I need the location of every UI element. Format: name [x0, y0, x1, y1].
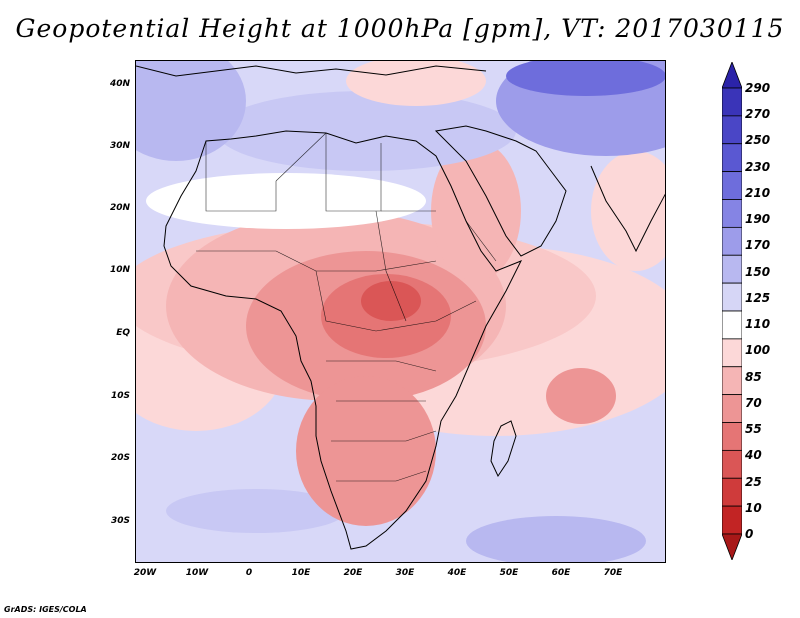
field-south-purple-1	[166, 489, 346, 533]
lat-tick-10n: 10N	[109, 265, 130, 275]
colorbar-label: 40	[745, 448, 762, 463]
field-south-purple-2	[466, 516, 646, 562]
field-asia-blue-2	[506, 61, 665, 96]
colorbar-box	[722, 394, 742, 423]
colorbar-box	[722, 449, 742, 479]
colorbar-label: 270	[745, 107, 771, 122]
lon-tick-50e: 50E	[499, 568, 519, 578]
colorbar-box	[722, 422, 742, 451]
lon-tick-30e: 30E	[395, 568, 415, 578]
colorbar-box	[722, 254, 742, 284]
colorbar-box	[722, 282, 742, 312]
colorbar-bottom-triangle	[722, 533, 742, 560]
lon-tick-10e: 10E	[291, 568, 311, 578]
colorbar-label: 230	[745, 159, 771, 174]
grads-credit: GrADS: IGES/COLA	[4, 605, 87, 614]
colorbar-label: 0	[745, 527, 754, 541]
colorbar-label: 55	[745, 422, 762, 437]
colorbar-label: 250	[745, 133, 771, 148]
africa-coastline	[163, 130, 523, 550]
field-west-blue	[136, 61, 246, 161]
colorbar-box	[722, 338, 742, 368]
colorbar-label: 190	[745, 212, 771, 227]
field-southern-africa	[296, 376, 436, 526]
colorbar-box	[722, 505, 742, 535]
colorbar-label: 170	[745, 238, 771, 253]
lat-tick-20n: 20N	[109, 203, 130, 213]
border-line-3	[325, 133, 382, 212]
colorbar-label: 125	[745, 290, 771, 305]
colorbar-box	[722, 171, 742, 200]
colorbar-label: 25	[745, 474, 762, 489]
lat-tick-10s: 10S	[110, 391, 130, 401]
border-line-6	[315, 270, 477, 332]
map-svg	[136, 61, 665, 562]
colorbar-box	[722, 310, 742, 340]
lat-tick-eq: EQ	[116, 328, 130, 338]
colorbar-box	[722, 366, 742, 396]
lon-tick-40e: 40E	[447, 568, 467, 578]
colorbar-box	[722, 87, 742, 117]
lat-tick-20s: 20S	[110, 453, 130, 463]
field-north-blue	[216, 91, 516, 171]
lon-tick-0: 0	[245, 568, 253, 578]
lon-tick-10w: 10W	[185, 568, 209, 578]
colorbar-box	[722, 226, 742, 256]
colorbar-box	[722, 143, 742, 173]
lon-tick-20e: 20E	[343, 568, 363, 578]
field-madagascar-low	[546, 368, 616, 424]
colorbar-box	[722, 115, 742, 145]
border-line-9	[331, 430, 437, 442]
lat-tick-40n: 40N	[109, 79, 130, 89]
map-panel	[135, 60, 666, 563]
colorbar	[722, 62, 742, 560]
coastlines	[136, 65, 665, 550]
colorbar-box	[722, 199, 742, 228]
border-line-1	[205, 141, 277, 212]
border-line-7	[326, 360, 437, 372]
colorbar-label: 85	[745, 369, 762, 384]
field-india-pink	[591, 151, 665, 271]
colorbar-label: 100	[745, 343, 771, 358]
madagascar-coastline	[490, 420, 517, 478]
field-core-dark	[361, 281, 421, 321]
lon-tick-20w: 20W	[133, 568, 157, 578]
arabia-coastline	[434, 125, 567, 257]
colorbar-label: 150	[745, 264, 771, 279]
field-sahara-white	[146, 173, 426, 229]
lon-tick-70e: 70E	[603, 568, 623, 578]
borders	[196, 132, 497, 482]
colorbar-label: 210	[745, 185, 771, 200]
field-europe-pink	[346, 61, 486, 106]
colorbar-label: 70	[745, 395, 762, 410]
colorbar-box	[722, 477, 742, 507]
colorbar-top-triangle	[722, 62, 742, 89]
map-title: Geopotential Height at 1000hPa [gpm], VT…	[15, 14, 785, 43]
lat-tick-30n: 30N	[109, 141, 130, 151]
border-line-12	[465, 220, 497, 262]
border-line-10	[336, 470, 427, 482]
europe-coastline	[136, 65, 487, 77]
field-arabia-pink	[431, 141, 521, 281]
border-line-2	[275, 132, 327, 182]
border-line-11	[375, 210, 407, 322]
colorbar-label: 10	[745, 500, 762, 515]
lon-tick-60e: 60E	[551, 568, 571, 578]
lat-tick-30s: 30S	[110, 516, 130, 526]
colorbar-label: 110	[745, 317, 771, 332]
india-coastline	[590, 165, 665, 253]
height-field	[136, 61, 665, 562]
colorbar-label: 290	[745, 81, 771, 95]
